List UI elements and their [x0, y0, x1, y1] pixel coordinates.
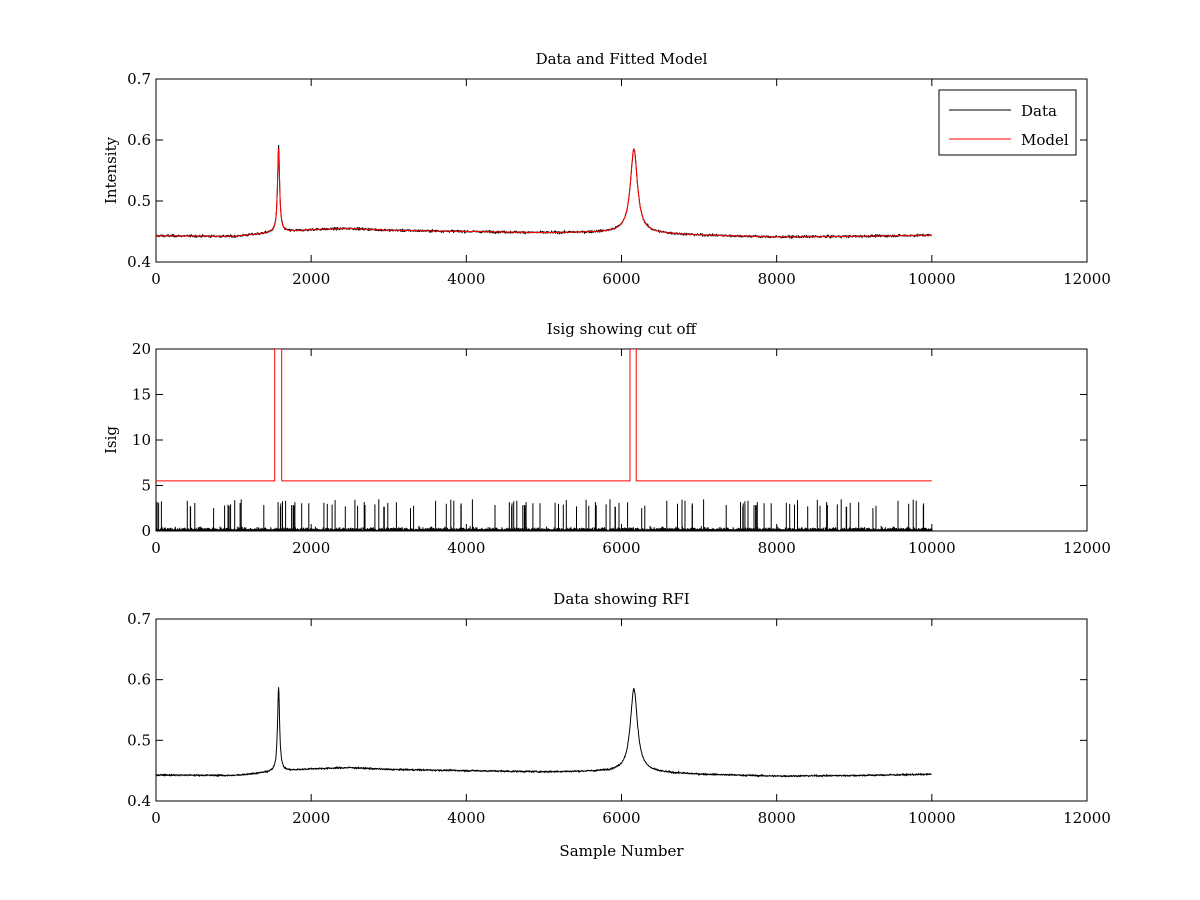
y-tick-label: 0.4 — [127, 253, 151, 271]
series-line-2 — [156, 349, 932, 482]
x-tick-label: 0 — [151, 539, 161, 557]
x-tick-label: 6000 — [602, 539, 640, 557]
y-tick-label: 0.5 — [127, 192, 151, 210]
x-tick-label: 12000 — [1063, 270, 1111, 288]
y-tick-label: 0.7 — [127, 70, 151, 88]
x-tick-label: 4000 — [447, 270, 485, 288]
y-tick-label: 20 — [132, 340, 151, 358]
x-tick-label: 6000 — [602, 270, 640, 288]
y-tick-label: 5 — [141, 477, 151, 495]
y-tick-label: 10 — [132, 431, 151, 449]
chart-panel-3: 0 2000 4000 6000 8000 10000 12000 0.4 0.5 0.6 0.7 D… — [127, 590, 1111, 860]
x-tick-label: 10000 — [908, 809, 956, 827]
legend: Data Model — [938, 89, 1077, 156]
plot-series-group — [156, 686, 932, 778]
y-tick-label: 0.7 — [127, 610, 151, 628]
y-tick-label: 15 — [132, 386, 151, 404]
y-tick-label: 0.5 — [127, 731, 151, 749]
series-line-2 — [156, 148, 932, 238]
plot-series-group — [156, 144, 932, 239]
x-tick-label: 10000 — [908, 270, 956, 288]
plot-area — [155, 78, 1088, 263]
y-tick-label: 0.6 — [127, 131, 151, 149]
y-tick-label: 0.4 — [127, 792, 151, 810]
y-tick-label: 0 — [141, 522, 151, 540]
series-line-1 — [156, 499, 933, 531]
x-tick-label: 12000 — [1063, 539, 1111, 557]
x-tick-label: 2000 — [292, 270, 330, 288]
x-tick-label: 2000 — [292, 539, 330, 557]
chart-title: Data showing RFI — [553, 590, 689, 608]
legend-box — [938, 89, 1077, 156]
x-tick-label: 8000 — [758, 809, 796, 827]
y-axis-label: Isig — [102, 426, 120, 454]
x-tick-label: 0 — [151, 809, 161, 827]
chart-title: Isig showing cut off — [547, 320, 698, 338]
x-tick-label: 4000 — [447, 809, 485, 827]
legend-label-data: Data — [1021, 102, 1057, 120]
x-tick-label: 0 — [151, 270, 161, 288]
chart-panel-2: 0 2000 4000 6000 8000 10000 12000 0 5 10 15 20 Isig … — [102, 320, 1111, 557]
x-tick-label: 8000 — [758, 270, 796, 288]
x-tick-label: 12000 — [1063, 809, 1111, 827]
legend-label-model: Model — [1021, 131, 1069, 149]
x-tick-label: 6000 — [602, 809, 640, 827]
plot-area — [155, 348, 1088, 532]
plot-series-group — [156, 349, 933, 531]
plot-area — [155, 618, 1088, 802]
x-tick-label: 10000 — [908, 539, 956, 557]
x-axis-label: Sample Number — [559, 842, 684, 860]
y-axis-label: Intensity — [102, 136, 120, 204]
chart-title: Data and Fitted Model — [536, 50, 708, 68]
y-tick-label: 0.6 — [127, 671, 151, 689]
series-line-1 — [156, 686, 932, 778]
x-tick-label: 2000 — [292, 809, 330, 827]
chart-panel-1: 0 2000 4000 6000 8000 10000 12000 0.4 0.5 0.6 0.7 D… — [102, 50, 1111, 288]
x-tick-label: 4000 — [447, 539, 485, 557]
x-tick-label: 8000 — [758, 539, 796, 557]
